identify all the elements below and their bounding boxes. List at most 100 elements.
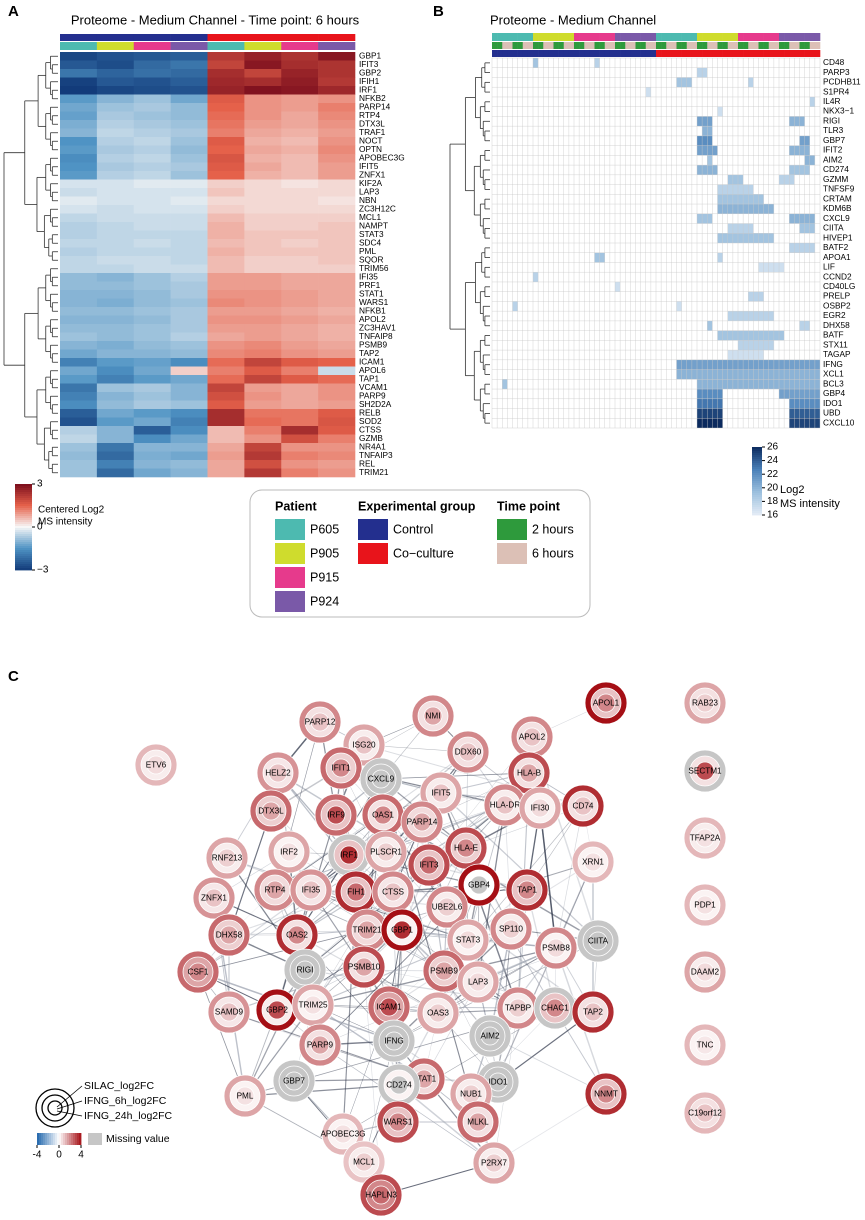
network-edge bbox=[296, 804, 506, 936]
heatmap-cell bbox=[281, 171, 319, 180]
colorbar-step bbox=[752, 453, 762, 456]
heatmap-cell bbox=[133, 145, 171, 155]
heatmap-cell bbox=[170, 162, 208, 172]
heatmap-cell bbox=[281, 120, 319, 129]
ring-legend-pointer bbox=[56, 1110, 83, 1117]
heatmap-cell bbox=[96, 120, 135, 129]
heatmap-cell bbox=[96, 111, 135, 121]
heatmap-cell bbox=[170, 392, 208, 401]
gene-label: CXCL9 bbox=[823, 213, 850, 223]
gene-label: S1PR4 bbox=[823, 86, 850, 96]
heatmap-cell bbox=[96, 307, 135, 316]
group-annotation bbox=[568, 50, 575, 57]
heatmap-cell bbox=[133, 426, 171, 435]
node-ring bbox=[384, 1031, 404, 1051]
legend-title: Time point bbox=[497, 499, 561, 513]
heatmap-cell bbox=[318, 341, 356, 350]
heatmap-cell bbox=[318, 417, 356, 427]
heatmap-cell bbox=[281, 103, 319, 112]
time-annotation bbox=[640, 42, 647, 49]
heatmap-cell bbox=[207, 162, 245, 172]
heatmap-cell bbox=[281, 400, 319, 410]
patient-annotation bbox=[773, 33, 780, 41]
patient-annotation bbox=[763, 33, 770, 41]
heatmap-cell bbox=[281, 145, 319, 155]
patient-annotation bbox=[784, 33, 790, 41]
heatmap-cell bbox=[318, 383, 356, 393]
heatmap-cell bbox=[60, 341, 98, 350]
panel-label: B bbox=[433, 3, 444, 20]
heatmap-cell bbox=[717, 184, 754, 195]
patient-annotation bbox=[584, 33, 590, 41]
heatmap-cell bbox=[697, 213, 713, 224]
heatmap-cell bbox=[96, 468, 135, 478]
colorbar-tick-label: 24 bbox=[767, 455, 779, 466]
gene-label: OPTN bbox=[359, 144, 382, 154]
gene-label: CD274 bbox=[823, 164, 849, 174]
heatmap-cell bbox=[281, 256, 319, 265]
node-label: PLSCR1 bbox=[370, 848, 402, 857]
heatmap-cell bbox=[502, 379, 508, 390]
heatmap-cell bbox=[244, 366, 282, 376]
heatmap-cell bbox=[281, 324, 319, 333]
heatmap-cell bbox=[318, 315, 356, 325]
heatmap-cell bbox=[170, 230, 208, 240]
colorbar-step bbox=[752, 479, 762, 482]
node-ring bbox=[188, 962, 208, 982]
heatmap-title: Proteome - Medium Channel - Time point: … bbox=[71, 12, 360, 27]
heatmap-cell bbox=[281, 298, 319, 308]
heatmap-cell bbox=[96, 341, 135, 350]
heatmap-cell bbox=[615, 281, 621, 292]
heatmap-cell bbox=[96, 315, 135, 325]
gene-label: NFKB1 bbox=[359, 305, 386, 315]
patient-annotation bbox=[620, 33, 626, 41]
heatmap-cell bbox=[244, 60, 282, 70]
heatmap-cell bbox=[133, 349, 171, 359]
time-annotation bbox=[799, 42, 805, 49]
group-annotation bbox=[789, 50, 795, 57]
heatmap-cell bbox=[281, 86, 319, 95]
colorbar-step bbox=[15, 516, 32, 519]
node-label: ISG20 bbox=[352, 741, 376, 750]
network-edge bbox=[228, 810, 272, 936]
patient-annotation bbox=[625, 33, 631, 41]
heatmap-cell bbox=[170, 213, 208, 223]
heatmap-cell bbox=[318, 103, 356, 112]
heatmap-cell bbox=[96, 196, 135, 206]
group-annotation bbox=[809, 50, 816, 57]
heatmap-cell bbox=[207, 332, 245, 342]
node-label: CHAC1 bbox=[541, 1004, 569, 1013]
group-annotation bbox=[553, 50, 559, 57]
node-label: FIH1 bbox=[347, 888, 365, 897]
node-label: MCL1 bbox=[353, 1158, 375, 1167]
network-edge bbox=[555, 805, 584, 949]
heatmap-cell bbox=[244, 94, 282, 104]
heatmap-cell bbox=[96, 222, 135, 231]
node-ring bbox=[287, 925, 307, 945]
heatmap-cell bbox=[207, 213, 245, 223]
heatmap-cell bbox=[318, 247, 356, 257]
node-label: NUB1 bbox=[460, 1090, 482, 1099]
heatmap-cell bbox=[60, 443, 98, 452]
gene-label: IRF1 bbox=[359, 84, 377, 94]
colorbar-step bbox=[15, 506, 32, 509]
heatmap-cell bbox=[318, 400, 356, 410]
colorbar-step bbox=[752, 507, 762, 510]
patient-annotation bbox=[318, 42, 356, 50]
heatmap-cell bbox=[96, 239, 135, 248]
heatmap-cell bbox=[96, 86, 135, 95]
colorbar-step bbox=[15, 514, 32, 517]
colorbar-step bbox=[59, 1133, 62, 1145]
heatmap-cell bbox=[318, 375, 356, 384]
heatmap-cell bbox=[207, 69, 245, 78]
node-ring bbox=[219, 1002, 239, 1022]
colorbar-step bbox=[77, 1133, 80, 1145]
group-annotation bbox=[502, 50, 508, 57]
heatmap-cell bbox=[170, 400, 208, 410]
heatmap-cell bbox=[281, 52, 319, 61]
heatmap-cell bbox=[244, 162, 282, 172]
heatmap-cell bbox=[96, 103, 135, 112]
heatmap-cell bbox=[60, 290, 98, 299]
heatmap-cell bbox=[207, 460, 245, 469]
group-annotation bbox=[656, 50, 662, 57]
